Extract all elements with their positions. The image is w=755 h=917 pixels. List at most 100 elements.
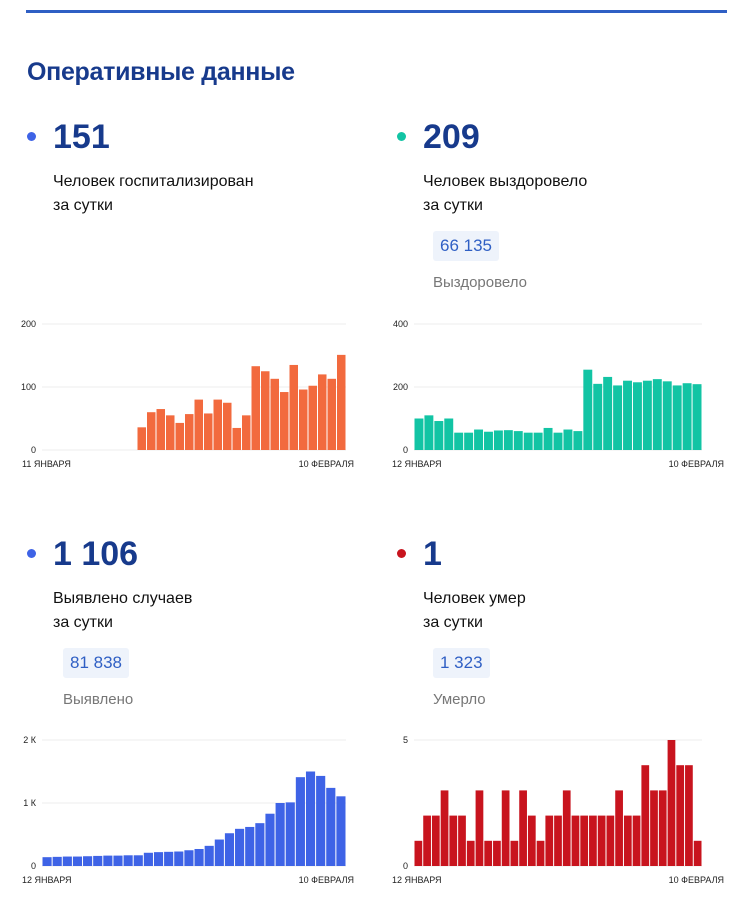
bar [593, 383, 603, 450]
bar [289, 364, 298, 450]
bar [305, 771, 316, 866]
bar [682, 383, 692, 450]
bar [440, 790, 449, 866]
bar [449, 815, 458, 866]
bar [510, 840, 519, 866]
bar [123, 855, 133, 866]
recovered-chart: 0 200 400 12 ЯНВАРЯ 10 ФЕВРАЛЯ [392, 319, 724, 469]
y-tick-label: 1 К [23, 798, 37, 808]
bar [204, 413, 213, 450]
bar [632, 815, 641, 866]
bar [83, 856, 93, 866]
bar [545, 815, 554, 866]
deaths-chart: 0 5 12 ЯНВАРЯ 10 ФЕВРАЛЯ [392, 735, 724, 885]
bar [318, 374, 327, 450]
bar [527, 815, 536, 866]
bullet-dot-icon [397, 132, 406, 141]
total-badge: 1 323 [433, 648, 490, 678]
bar [571, 815, 580, 866]
bar [251, 366, 260, 450]
bar [536, 840, 545, 866]
bar [667, 740, 676, 866]
bar [658, 790, 667, 866]
bar [474, 429, 484, 450]
bar [434, 421, 444, 450]
bar [337, 354, 346, 450]
x-end-label: 10 ФЕВРАЛЯ [669, 459, 724, 469]
bar [42, 857, 52, 866]
bar [153, 852, 164, 866]
bar [275, 803, 285, 866]
bar [235, 828, 245, 866]
bar [137, 427, 146, 450]
bar [326, 787, 336, 866]
bar [458, 815, 466, 866]
bar [214, 839, 224, 866]
bar [223, 402, 232, 450]
bar [693, 840, 702, 866]
bar [523, 432, 533, 450]
bar [642, 380, 652, 450]
bullet-dot-icon [397, 549, 406, 558]
bar [194, 848, 204, 866]
bar [265, 813, 275, 866]
bar [597, 815, 606, 866]
bar [164, 851, 174, 866]
bar [632, 382, 642, 450]
bar [414, 418, 424, 450]
bar [62, 856, 72, 866]
bullet-dot-icon [27, 132, 36, 141]
bar [156, 409, 165, 450]
bar [493, 430, 503, 450]
bar [184, 850, 194, 866]
bar [692, 384, 702, 450]
x-start-label: 12 ЯНВАРЯ [392, 459, 442, 469]
bar [641, 765, 650, 866]
stat-description: Человек умер за сутки [423, 590, 526, 631]
stat-description: Человек выздоровело за сутки [423, 173, 588, 214]
bar [650, 790, 658, 866]
y-tick-label: 0 [403, 445, 408, 455]
bar [423, 815, 431, 866]
total-label: Выздоровело [433, 274, 528, 291]
y-tick-label: 2 К [23, 735, 37, 745]
bar [295, 777, 305, 866]
bar [166, 415, 175, 450]
bar [454, 432, 464, 450]
bar [185, 414, 194, 450]
bar [232, 427, 241, 450]
bar [133, 855, 143, 866]
bar [466, 840, 475, 866]
total-badge: 81 838 [63, 648, 129, 678]
stat-number: 151 [53, 118, 110, 156]
bar [475, 790, 484, 866]
page-title: Оперативные данные [27, 58, 295, 86]
bar [676, 765, 685, 866]
bar [174, 851, 184, 866]
stat-number: 209 [423, 118, 480, 156]
y-tick-label: 400 [393, 319, 408, 329]
y-tick-label: 100 [21, 382, 36, 392]
bar [424, 415, 434, 450]
bar [414, 840, 423, 866]
bar [143, 852, 153, 866]
bar [444, 418, 454, 450]
bar [573, 431, 583, 450]
bar [589, 815, 597, 866]
bar [270, 378, 279, 450]
bar [431, 815, 440, 866]
bar [563, 429, 573, 450]
y-tick-label: 0 [403, 861, 408, 871]
x-start-label: 12 ЯНВАРЯ [22, 875, 72, 885]
y-tick-label: 0 [31, 445, 36, 455]
x-start-label: 12 ЯНВАРЯ [392, 875, 442, 885]
bar [299, 389, 308, 450]
bar [285, 802, 295, 866]
bar [623, 815, 632, 866]
bar [255, 823, 265, 866]
bar [662, 381, 672, 450]
bar [580, 815, 589, 866]
bullet-dot-icon [27, 549, 36, 558]
bar [553, 432, 563, 450]
bar [501, 790, 510, 866]
